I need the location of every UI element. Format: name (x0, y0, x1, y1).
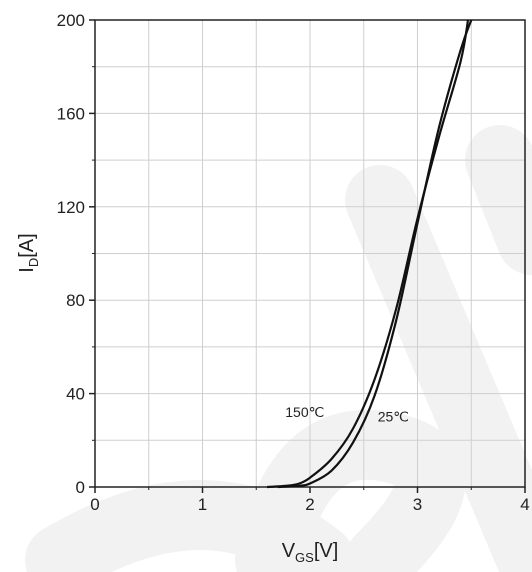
y-tick-label: 0 (76, 478, 85, 497)
y-axis-label: ID[A] (16, 233, 41, 272)
x-tick-label: 3 (413, 495, 422, 514)
annotations: 150℃ 25℃ (285, 404, 409, 425)
watermark (25, 125, 532, 572)
curves (266, 19, 473, 489)
x-tick-label: 4 (520, 495, 529, 514)
y-tick-label: 40 (66, 385, 85, 404)
curve-label: 25℃ (378, 409, 409, 425)
y-tick-label: 120 (57, 198, 85, 217)
x-axis-label: VGS[V] (282, 540, 339, 565)
x-tick-label: 1 (198, 495, 207, 514)
y-tick-label: 200 (57, 11, 85, 30)
y-tick-label: 80 (66, 291, 85, 310)
series-line-150℃ (266, 19, 470, 489)
curve-label: 150℃ (285, 404, 324, 420)
series-line-25℃ (277, 19, 473, 489)
y-tick-label: 160 (57, 104, 85, 123)
grid (95, 20, 525, 487)
x-tick-label: 0 (90, 495, 99, 514)
x-tick-label: 2 (305, 495, 314, 514)
